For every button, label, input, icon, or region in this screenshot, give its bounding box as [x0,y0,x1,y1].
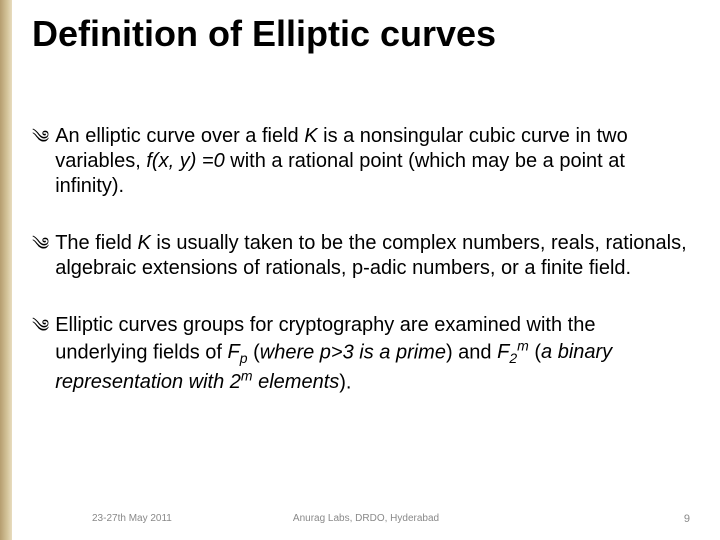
bullet-text: An elliptic curve over a field K is a no… [55,124,690,199]
footer-date: 23-27th May 2011 [92,513,172,524]
bullet-item: ༄ Elliptic curves groups for cryptograph… [32,313,690,396]
bullet-glyph: ༄ [32,233,49,281]
left-accent-bar [0,0,12,540]
slide-title: Definition of Elliptic curves [32,14,690,54]
footer-center: Anurag Labs, DRDO, Hyderabad [293,513,439,524]
slide-content: Definition of Elliptic curves ༄ An ellip… [12,0,720,540]
bullet-text: Elliptic curves groups for cryptography … [55,313,690,396]
slide-footer: 23-27th May 2011 Anurag Labs, DRDO, Hyde… [12,513,720,524]
footer-page-number: 9 [684,513,690,525]
bullet-glyph: ༄ [32,126,49,199]
bullet-text: The field K is usually taken to be the c… [55,231,690,281]
bullet-item: ༄ An elliptic curve over a field K is a … [32,124,690,199]
bullet-glyph: ༄ [32,315,49,396]
bullet-item: ༄ The field K is usually taken to be the… [32,231,690,281]
